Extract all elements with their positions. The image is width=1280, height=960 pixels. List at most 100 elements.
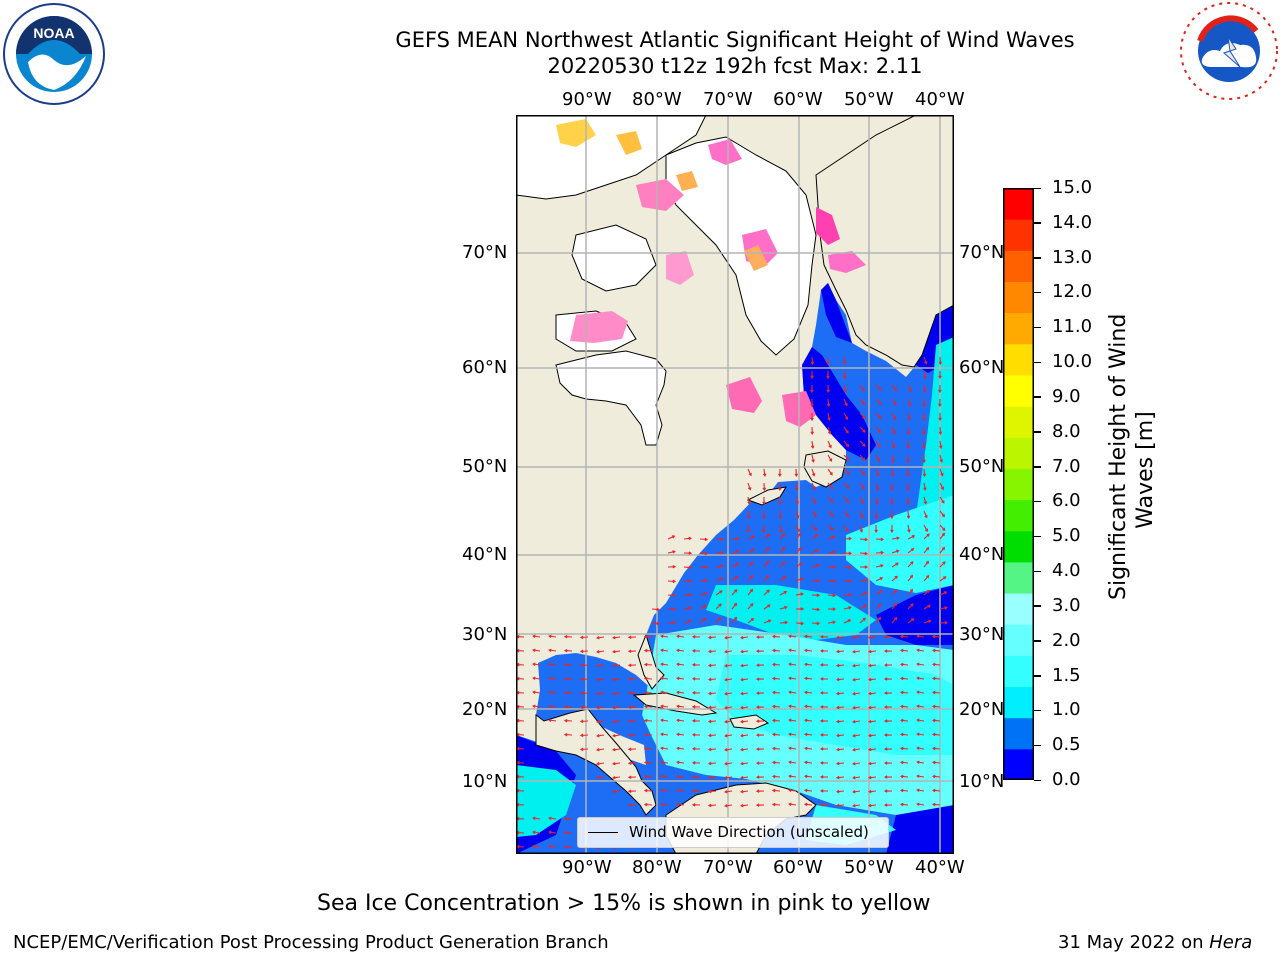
wave-direction-arrow: [725, 678, 733, 681]
colorbar-tick-label: 10.0: [1052, 351, 1093, 373]
wave-direction-arrowhead: [788, 662, 792, 667]
wave-direction-arrow: [868, 720, 877, 723]
wave-direction-arrowhead: [563, 649, 568, 653]
wave-direction-arrowhead: [612, 635, 616, 640]
wave-direction-arrowhead: [740, 663, 744, 668]
wave-direction-arrow: [725, 636, 733, 639]
wave-direction-arrow: [939, 533, 945, 540]
wave-direction-arrow: [875, 454, 880, 462]
wave-direction-arrowhead: [852, 733, 856, 738]
wave-direction-arrowhead: [916, 718, 920, 722]
wave-direction-arrowhead: [940, 473, 944, 477]
colorbar-segment: [1003, 624, 1034, 656]
wave-direction-arrowhead: [819, 733, 824, 737]
wave-direction-arrow: [677, 789, 685, 792]
wave-direction-arrowhead: [691, 719, 696, 723]
wave-direction-arrowhead: [832, 579, 837, 584]
wave-direction-arrowhead: [848, 579, 853, 584]
wave-direction-arrow: [868, 706, 877, 709]
wave-direction-arrowhead: [907, 417, 911, 421]
wave-direction-arrowhead: [852, 677, 856, 682]
wave-direction-arrowhead: [864, 551, 869, 556]
footer-credit: NCEP/EMC/Verification Post Processing Pr…: [13, 932, 609, 953]
wave-direction-arrowhead: [938, 361, 943, 366]
wave-direction-arrowhead: [852, 649, 856, 654]
wave-direction-arrow: [613, 692, 621, 695]
wave-direction-arrow: [597, 776, 605, 779]
lat-label: 20°N: [462, 699, 508, 720]
wave-direction-arrowhead: [660, 634, 664, 639]
wave-direction-arrowhead: [660, 690, 664, 695]
wave-direction-arrowhead: [883, 677, 888, 681]
wave-direction-arrowhead: [596, 635, 600, 640]
wave-direction-arrowhead: [910, 603, 914, 607]
wave-direction-arrow: [708, 790, 717, 793]
wave-direction-arrowhead: [596, 663, 600, 668]
wave-direction-arrow: [597, 678, 605, 681]
wave-direction-arrowhead: [788, 634, 792, 639]
wave-direction-arrow: [875, 577, 883, 582]
wave-direction-arrowhead: [548, 662, 552, 667]
wave-direction-arrowhead: [803, 662, 808, 667]
wave-direction-arrow: [725, 706, 733, 709]
wave-direction-arrow: [907, 412, 910, 421]
wave-direction-arrow: [853, 636, 861, 639]
wave-direction-arrowhead: [883, 775, 888, 779]
wave-direction-arrow: [725, 734, 733, 737]
wave-direction-arrow: [747, 575, 753, 582]
wave-direction-arrow: [763, 604, 771, 610]
wave-direction-arrow: [923, 356, 927, 364]
wave-direction-arrow: [789, 719, 797, 722]
colorbar-tick-mark: [1034, 361, 1041, 364]
wave-direction-arrow: [580, 664, 589, 667]
wave-direction-arrowhead: [906, 473, 910, 478]
wave-direction-arrowhead: [848, 592, 853, 597]
wave-direction-arrow: [677, 775, 685, 778]
wave-direction-arrow: [661, 803, 669, 806]
colorbar-segment: [1003, 748, 1034, 780]
wave-direction-arrowhead: [747, 501, 751, 505]
wave-direction-arrowhead: [877, 429, 882, 434]
wave-direction-arrowhead: [563, 831, 568, 835]
wave-direction-arrowhead: [627, 789, 632, 793]
wave-direction-arrow: [644, 719, 653, 722]
wave-direction-arrowhead: [926, 533, 930, 537]
wave-direction-arrow: [932, 649, 941, 652]
colorbar-segment: [1003, 499, 1034, 532]
wave-direction-arrow: [597, 664, 605, 667]
wave-direction-arrowhead: [724, 677, 728, 682]
wave-direction-arrowhead: [862, 415, 866, 419]
wave-direction-arrowhead: [835, 677, 840, 682]
wave-direction-arrowhead: [660, 746, 664, 751]
wave-direction-arrow: [677, 761, 685, 764]
wave-direction-arrowhead: [749, 588, 754, 593]
wave-direction-arrow: [772, 775, 781, 778]
wave-direction-arrowhead: [819, 649, 824, 653]
wave-direction-arrowhead: [736, 536, 741, 541]
wave-direction-arrow: [859, 552, 868, 555]
wave-direction-arrowhead: [660, 718, 664, 723]
wave-direction-arrowhead: [931, 634, 936, 639]
wave-direction-arrow: [708, 720, 717, 723]
colorbar-segment: [1003, 437, 1034, 469]
wave-direction-arrowhead: [922, 403, 926, 408]
wave-direction-arrowhead: [643, 732, 648, 737]
wave-direction-arrowhead: [782, 561, 786, 565]
wave-direction-arrow: [613, 762, 621, 765]
wave-direction-arrowhead: [867, 789, 872, 794]
wave-direction-arrow: [747, 482, 751, 490]
wave-direction-arrow: [868, 734, 877, 737]
wave-direction-arrowhead: [923, 501, 928, 505]
wave-direction-arrowhead: [819, 761, 824, 765]
wave-direction-arrowhead: [864, 565, 869, 569]
wave-direction-arrow: [699, 579, 708, 582]
wave-direction-arrowhead: [899, 690, 904, 695]
wave-direction-arrowhead: [643, 662, 648, 667]
colorbar-tick-label: 1.5: [1052, 664, 1081, 686]
wave-direction-arrow: [891, 550, 899, 554]
wave-direction-arrow: [789, 635, 797, 638]
wave-direction-arrowhead: [691, 775, 696, 779]
wave-direction-arrow: [875, 384, 882, 391]
wave-direction-arrowhead: [830, 499, 834, 503]
wave-direction-arrowhead: [862, 429, 866, 433]
